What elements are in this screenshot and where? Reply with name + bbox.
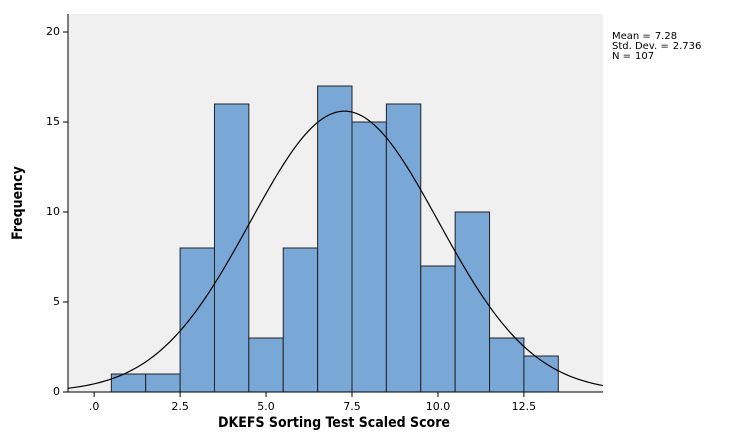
- x-tick-label: 10.0: [426, 400, 451, 413]
- bar: [420, 265, 456, 393]
- y-tick-label: 20: [46, 25, 60, 38]
- y-tick-label: 0: [53, 385, 60, 398]
- x-tick-label: 7.5: [343, 400, 361, 413]
- bar: [213, 103, 250, 393]
- bar: [248, 337, 284, 393]
- bar: [179, 247, 215, 393]
- stat-value: 2.736: [673, 41, 702, 52]
- bar: [282, 247, 319, 393]
- x-tick-label: 5.0: [257, 400, 275, 413]
- bar: [454, 211, 491, 393]
- stat-entry: N = 107: [612, 51, 654, 62]
- stat-entry: Std. Dev. = 2.736: [612, 41, 701, 52]
- stat-label: N =: [612, 51, 631, 62]
- y-tick-label: 10: [46, 205, 60, 218]
- bar: [385, 103, 422, 393]
- bar: [317, 85, 353, 393]
- bar: [489, 337, 525, 393]
- x-tick-label: 2.5: [171, 400, 189, 413]
- bar: [523, 355, 559, 393]
- stat-value: 107: [635, 51, 654, 62]
- stat-entry: Mean = 7.28: [612, 31, 677, 42]
- x-tick-label: .0: [89, 400, 100, 413]
- x-tick-label: 12.5: [512, 400, 537, 413]
- bar: [145, 373, 181, 393]
- stat-value: 7.28: [655, 31, 677, 42]
- stat-label: Mean =: [612, 31, 651, 42]
- y-axis-label: Frequency: [10, 166, 26, 240]
- bar: [351, 121, 387, 393]
- normal-curve: [67, 110, 604, 389]
- y-tick-label: 15: [46, 115, 60, 128]
- stat-label: Std. Dev. =: [612, 41, 669, 52]
- x-axis-label: DKEFS Sorting Test Scaled Score: [218, 415, 450, 431]
- y-tick-label: 5: [53, 295, 60, 308]
